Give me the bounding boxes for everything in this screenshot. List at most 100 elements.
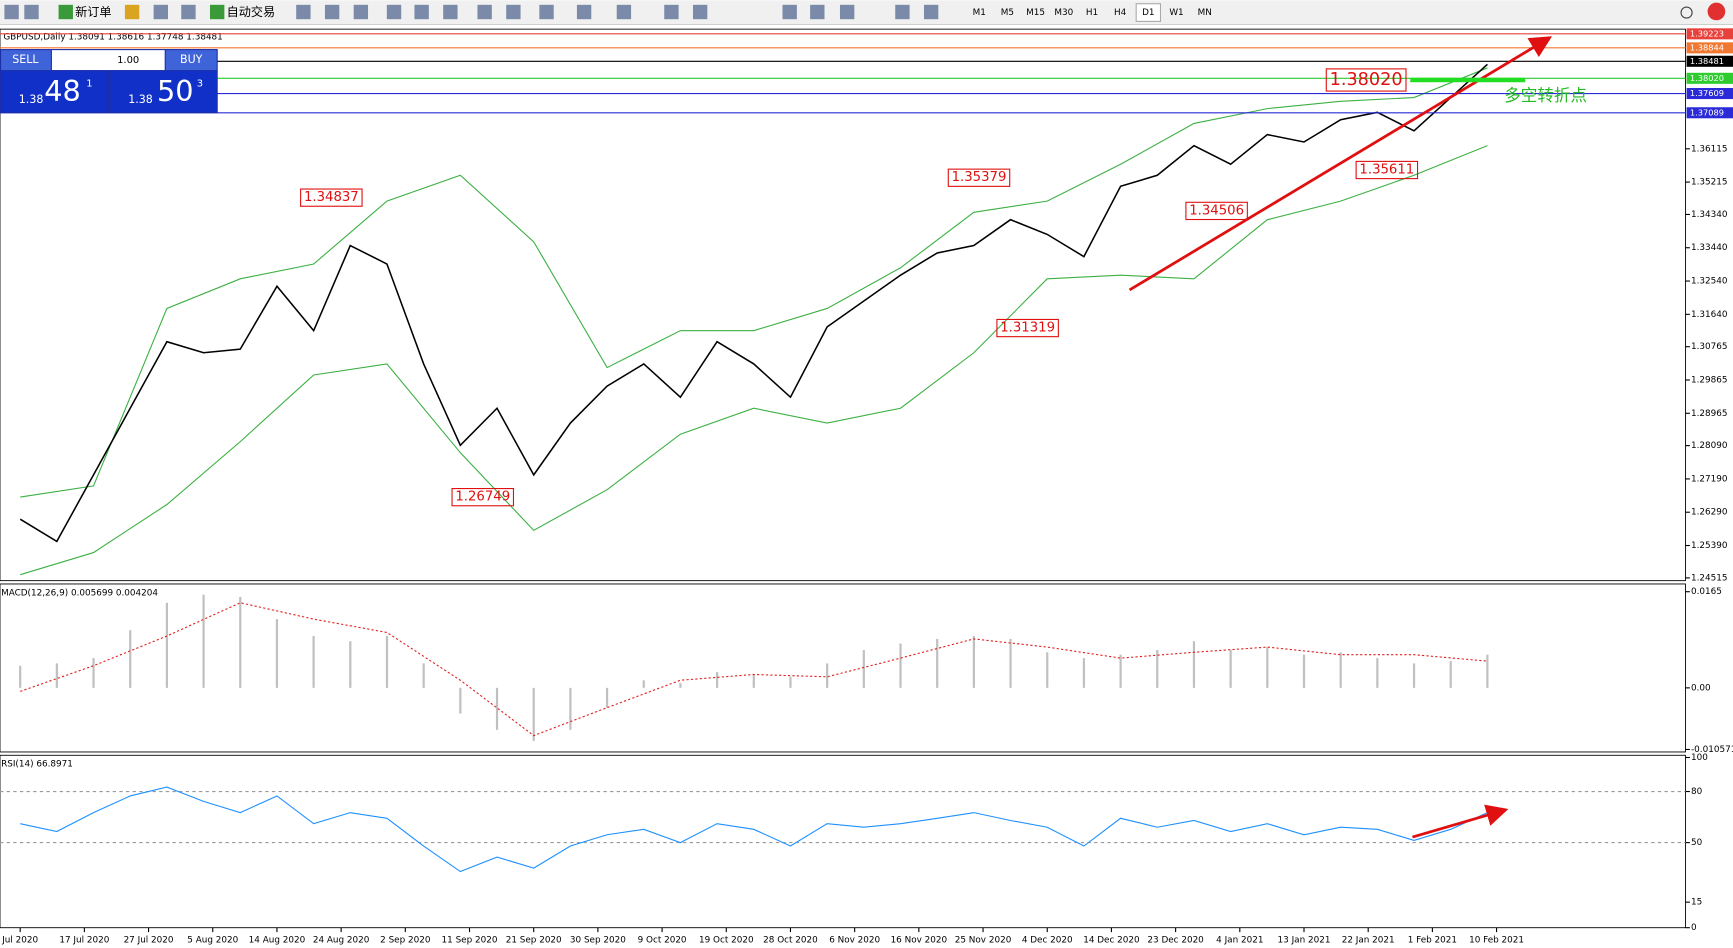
level-label-bg — [1686, 88, 1733, 100]
macd-bar — [495, 687, 499, 730]
bollinger-band — [20, 67, 1488, 498]
timeframe-button[interactable]: M15 — [1026, 8, 1045, 18]
bollinger-band — [20, 145, 1488, 576]
icon[interactable] — [153, 4, 168, 20]
macd-bar — [1009, 638, 1012, 688]
timeframe-button[interactable]: M5 — [1001, 8, 1014, 18]
y-tick-label: 1.25390 — [1691, 541, 1728, 551]
y-tick-label: 100 — [1691, 753, 1708, 763]
rsi-pane: RSI(14) 66.8971 100 80 50 15 0 — [0, 753, 1708, 933]
toolbar — [0, 0, 1733, 25]
y-tick-label: 1.36115 — [1691, 144, 1728, 154]
price-pane: 1.36115 1.35215 1.34340 1.33440 1.32540 1.316… — [0, 28, 1733, 583]
icon[interactable] — [782, 4, 797, 20]
search-icon[interactable] — [1680, 6, 1693, 19]
buy-button[interactable] — [165, 50, 217, 71]
macd-bar — [936, 638, 939, 688]
rsi-line — [20, 786, 1488, 873]
lots-input[interactable] — [51, 50, 165, 71]
bid-fraction: 1 — [86, 78, 92, 89]
annotation-box — [1355, 160, 1419, 180]
icon[interactable] — [296, 4, 311, 20]
macd-bar — [92, 658, 95, 688]
macd-bar — [1449, 661, 1452, 688]
icon[interactable] — [839, 4, 855, 20]
x-tick-label: 2 Sep 2020 — [380, 935, 431, 945]
macd-bar — [1046, 652, 1049, 688]
macd-bar — [1229, 649, 1232, 688]
sell-button[interactable] — [1, 50, 51, 71]
icon[interactable] — [506, 4, 521, 20]
bid-pips: 48 — [44, 74, 81, 108]
icon[interactable] — [414, 4, 429, 20]
macd-bar — [165, 602, 169, 688]
y-tick-label: 1.34340 — [1691, 210, 1728, 220]
y-tick-label: -0.010571 — [1691, 745, 1733, 755]
pane-title: RSI(14) 66.8971 — [1, 760, 73, 770]
icon[interactable] — [353, 4, 369, 20]
icon[interactable] — [810, 4, 825, 20]
icon[interactable] — [692, 4, 708, 20]
annotation-box — [996, 318, 1059, 338]
timeframe-button[interactable]: MN — [1198, 8, 1212, 18]
price-annotation: 1.34506 — [1189, 203, 1244, 218]
sell-label[interactable]: SELL — [12, 53, 39, 66]
icon[interactable] — [4, 4, 19, 20]
icon[interactable] — [124, 4, 140, 20]
icon[interactable] — [386, 4, 402, 20]
level-label: 1.39223 — [1690, 28, 1724, 38]
pane-frame — [0, 583, 1686, 753]
pane-frame — [0, 754, 1686, 929]
buy-label[interactable]: BUY — [180, 53, 203, 66]
y-tick-label: 1.28965 — [1691, 409, 1728, 419]
price-annotation: 1.38020 — [1330, 70, 1403, 90]
icon[interactable] — [324, 4, 340, 20]
macd-bar — [899, 643, 902, 688]
price-annotation: 1.26749 — [455, 490, 510, 505]
icon[interactable] — [477, 4, 492, 20]
new-order-button[interactable]: 新订单 — [75, 4, 111, 19]
macd-bar — [1376, 658, 1379, 688]
macd-bar — [679, 683, 682, 688]
pane-frame — [0, 28, 1686, 582]
annotation-box — [1185, 201, 1248, 221]
x-tick-label: 16 Nov 2020 — [891, 935, 948, 945]
timeframe-button[interactable]: M1 — [973, 8, 986, 18]
macd-bar — [129, 630, 132, 688]
timeframe-button[interactable]: H4 — [1114, 8, 1127, 18]
icon[interactable] — [664, 4, 679, 20]
ask-box[interactable] — [110, 71, 217, 113]
lots-value[interactable]: 1.00 — [117, 55, 139, 66]
macd-bar — [532, 687, 535, 741]
notification-icon[interactable] — [1707, 2, 1726, 21]
timeframe-button[interactable]: W1 — [1169, 8, 1183, 18]
bid-box[interactable] — [1, 71, 108, 113]
timeframe-button[interactable]: H1 — [1086, 8, 1098, 18]
auto-trade-button[interactable]: 自动交易 — [227, 4, 276, 19]
level-label: 1.37609 — [1690, 88, 1724, 98]
timeframe-button[interactable]: M30 — [1054, 8, 1073, 18]
y-tick-label: 1.32540 — [1691, 277, 1728, 287]
icon[interactable] — [58, 4, 73, 20]
macd-bar — [1082, 658, 1086, 688]
y-tick-label: 1.29865 — [1691, 375, 1728, 385]
icon[interactable] — [181, 4, 196, 20]
icon[interactable] — [895, 4, 910, 20]
icon[interactable] — [209, 4, 225, 20]
macd-bar — [1339, 652, 1342, 688]
y-tick-label: 1.24515 — [1691, 573, 1728, 583]
macd-bar — [202, 594, 205, 688]
icon[interactable] — [576, 4, 592, 20]
x-tick-label: 14 Aug 2020 — [249, 935, 306, 945]
icon[interactable] — [443, 4, 458, 20]
timeframe-button[interactable]: D1 — [1142, 8, 1154, 18]
icon[interactable] — [24, 4, 39, 20]
icon[interactable] — [539, 4, 554, 20]
x-tick-label: 23 Dec 2020 — [1147, 935, 1204, 945]
chart-title: GBPUSD,Daily 1.38091 1.38616 1.37748 1.3… — [3, 32, 222, 42]
x-tick-label: 6 Nov 2020 — [829, 935, 880, 945]
x-tick-label: 30 Sep 2020 — [570, 935, 626, 945]
icon[interactable] — [616, 4, 632, 20]
icon[interactable] — [923, 4, 939, 20]
